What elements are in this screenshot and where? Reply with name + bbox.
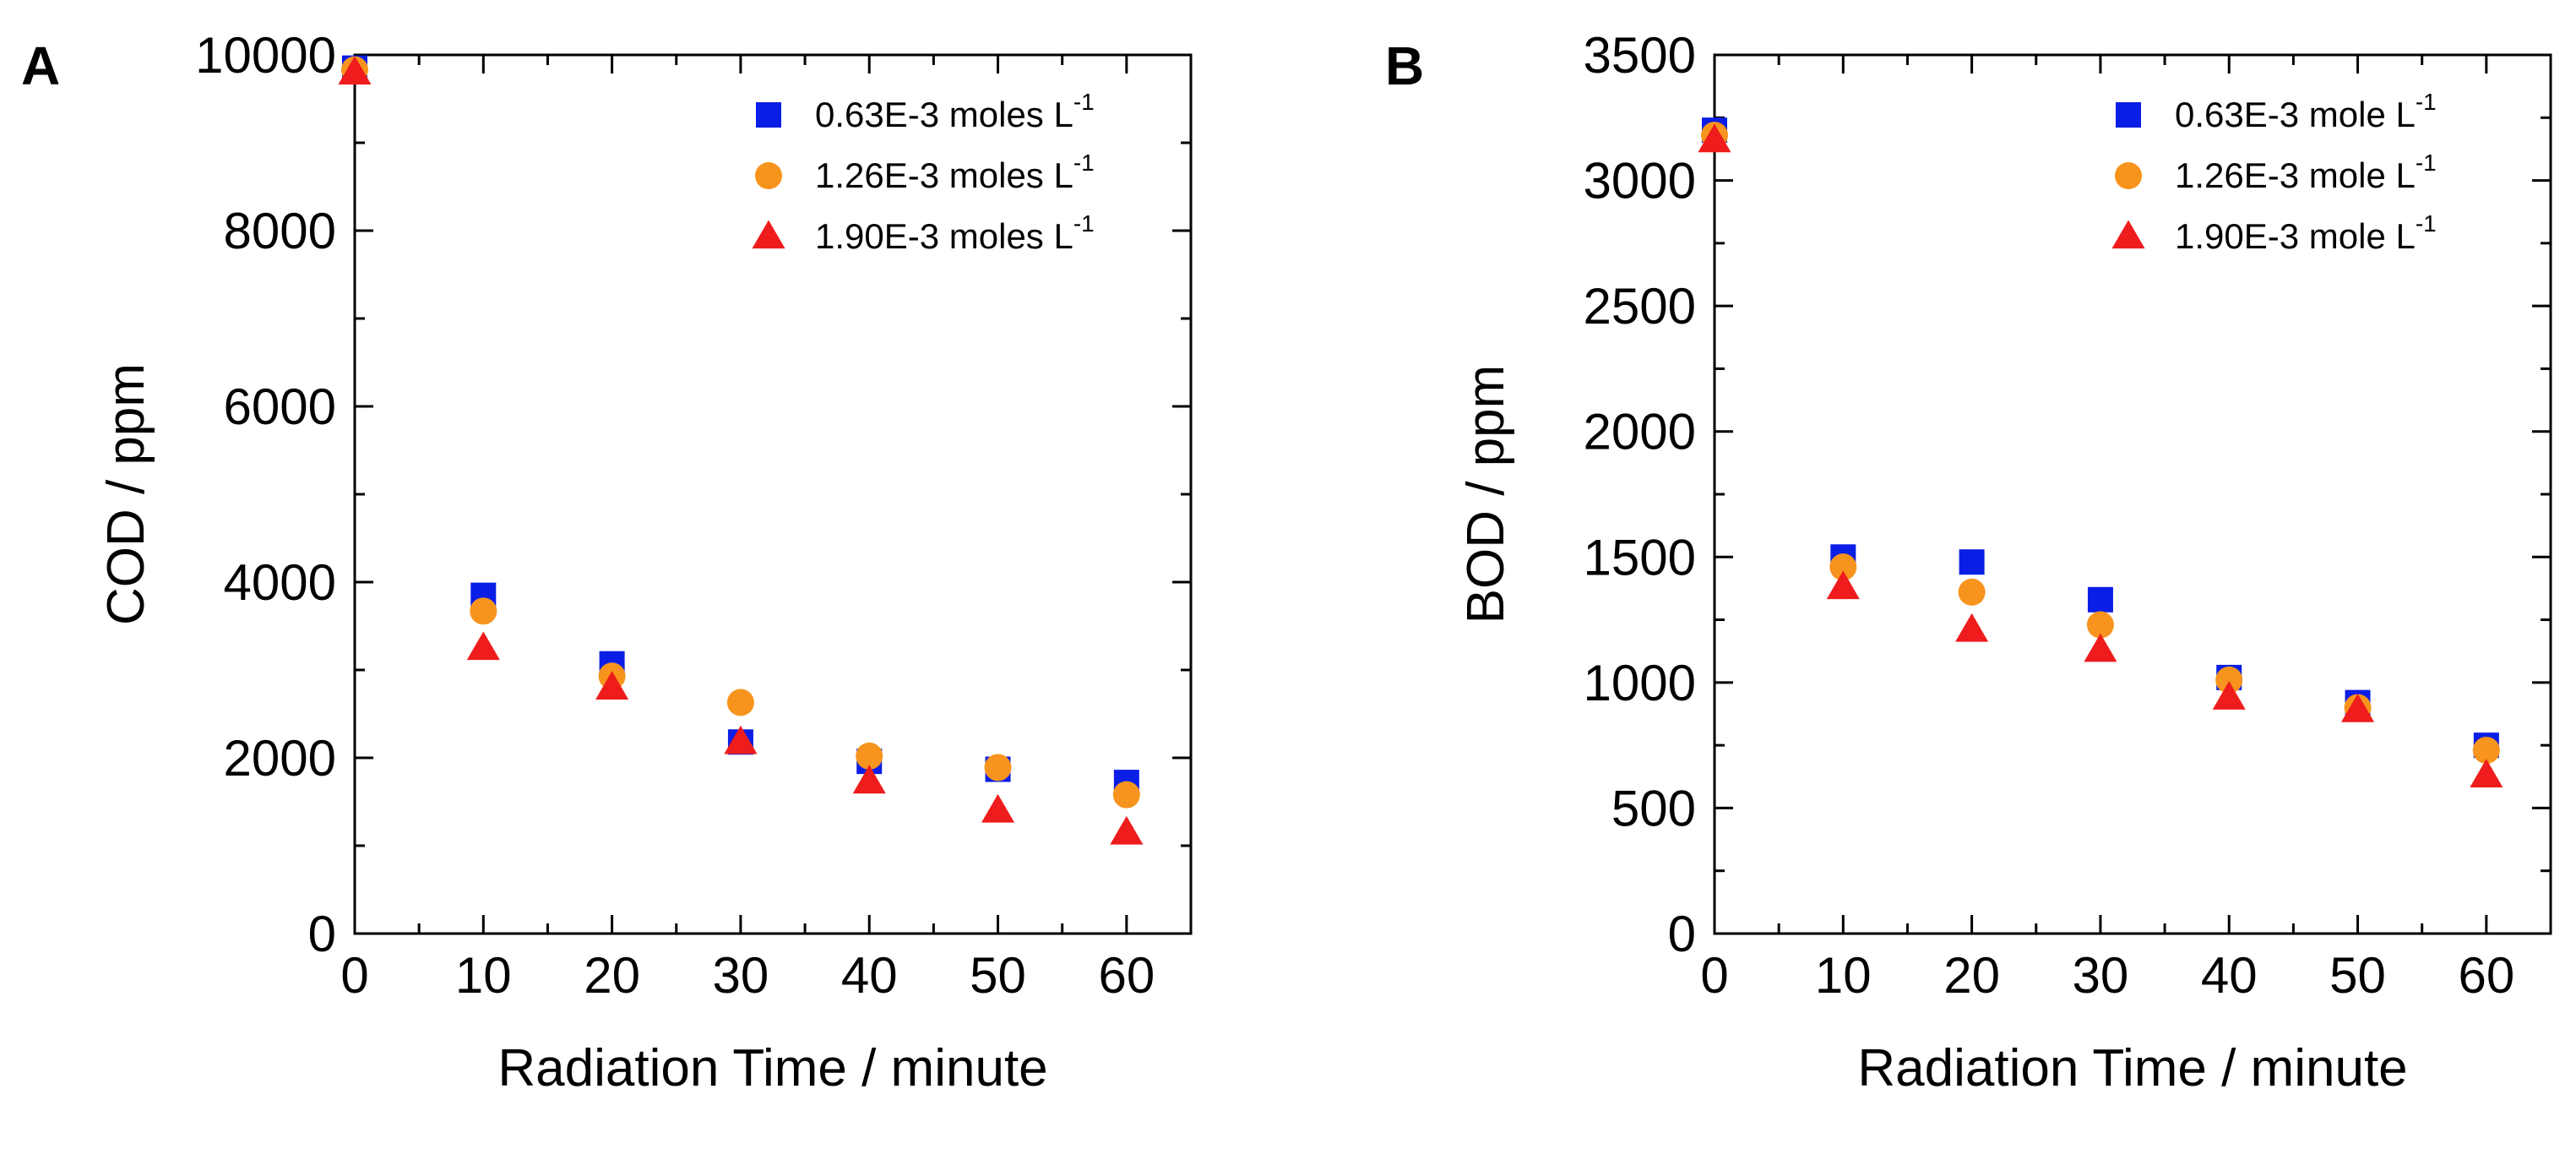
x-tick-label: 10 — [1815, 947, 1872, 1004]
legend-label: 0.63E-3 mole L-1 — [2175, 89, 2437, 134]
panel-label: B — [1385, 35, 1424, 96]
y-tick-label: 1500 — [1584, 529, 1696, 585]
data-point — [2472, 737, 2500, 765]
y-tick-label: 2000 — [1584, 404, 1696, 460]
legend-label-text: 0.63E-3 moles L — [815, 95, 1073, 134]
legend-label-text: 1.26E-3 mole L — [2175, 155, 2416, 195]
legend-label-superscript: -1 — [1073, 150, 1095, 176]
legend-marker — [756, 102, 781, 128]
legend-marker — [2115, 162, 2142, 189]
legend-marker — [2111, 220, 2145, 249]
legend-marker — [2116, 102, 2141, 128]
data-point — [466, 631, 500, 661]
x-tick-label: 50 — [970, 947, 1026, 1004]
data-point — [2087, 586, 2113, 613]
y-tick-label: 0 — [308, 906, 336, 962]
x-axis-title: Radiation Time / minute — [497, 1039, 1047, 1097]
data-point — [852, 765, 886, 794]
data-point — [2212, 681, 2246, 710]
x-tick-label: 40 — [2201, 947, 2258, 1004]
data-point — [2084, 633, 2117, 662]
data-point — [595, 671, 629, 700]
data-point — [1110, 815, 1144, 845]
x-tick-label: 0 — [340, 947, 368, 1004]
x-tick-label: 60 — [1098, 947, 1155, 1004]
data-point — [1829, 553, 1857, 581]
legend-entry: 0.63E-3 mole L-1 — [2116, 89, 2437, 134]
x-tick-label: 30 — [2073, 947, 2129, 1004]
legend-entry: 1.26E-3 moles L-1 — [755, 150, 1095, 195]
series-3 — [338, 56, 1144, 845]
y-tick-label: 2000 — [224, 730, 336, 787]
x-tick-label: 60 — [2458, 947, 2514, 1004]
series-1 — [1702, 117, 2499, 759]
legend-label-superscript: -1 — [2416, 150, 2437, 176]
x-tick-label: 40 — [841, 947, 898, 1004]
series-3 — [1698, 123, 2503, 787]
data-point — [856, 742, 883, 770]
legend-entry: 1.26E-3 mole L-1 — [2115, 150, 2437, 195]
panel-a: A 0 10 20 30 40 50 60 0 2000 4000 6000 8000 10000 Radi… — [21, 27, 1193, 1097]
data-point — [2086, 611, 2114, 639]
y-tick-label: 3500 — [1584, 27, 1696, 84]
legend-label-superscript: -1 — [2416, 210, 2437, 237]
y-tick-label: 10000 — [195, 27, 336, 84]
legend-marker — [752, 220, 785, 249]
x-tick-label: 50 — [2329, 947, 2386, 1004]
legend-marker — [755, 162, 782, 189]
y-tick-label: 3000 — [1584, 153, 1696, 210]
x-tick-label: 20 — [1943, 947, 2000, 1004]
legend-label: 1.90E-3 moles L-1 — [815, 210, 1095, 256]
data-point — [1112, 781, 1140, 809]
legend-entry: 1.90E-3 moles L-1 — [752, 210, 1095, 256]
panel-b: B 0 10 20 30 40 50 60 0 500 1000 1500 2000 2500 3000 35… — [1385, 27, 2552, 1097]
legend-label-text: 1.90E-3 mole L — [2175, 216, 2416, 256]
y-axis-title: BOD / ppm — [1457, 365, 1515, 624]
y-tick-label: 8000 — [224, 203, 336, 259]
data-point — [338, 56, 372, 84]
legend-label-text: 1.26E-3 moles L — [815, 155, 1073, 195]
y-tick-label: 1000 — [1584, 655, 1696, 711]
data-point — [470, 597, 497, 625]
data-point — [2215, 666, 2243, 694]
x-tick-label: 0 — [1700, 947, 1728, 1004]
x-tick-label: 10 — [455, 947, 512, 1004]
legend-label-superscript: -1 — [1073, 89, 1095, 115]
legend-label-superscript: -1 — [1073, 210, 1095, 237]
legend-label: 0.63E-3 moles L-1 — [815, 89, 1095, 134]
legend-label-text: 0.63E-3 mole L — [2175, 95, 2416, 134]
data-point — [1959, 549, 1985, 575]
data-point — [724, 725, 758, 754]
legend-label: 1.90E-3 mole L-1 — [2175, 210, 2437, 256]
x-tick-label: 30 — [713, 947, 769, 1004]
x-tick-label: 20 — [584, 947, 640, 1004]
data-point — [726, 689, 754, 716]
y-axis-title: COD / ppm — [97, 363, 155, 625]
panel-label: A — [21, 35, 60, 96]
y-tick-label: 0 — [1668, 906, 1696, 962]
legend-label-superscript: -1 — [2416, 89, 2437, 115]
data-point — [981, 793, 1015, 823]
legend-label-text: 1.90E-3 moles L — [815, 216, 1073, 256]
y-tick-label: 500 — [1611, 780, 1696, 836]
data-point — [1826, 570, 1860, 600]
data-point — [1698, 123, 1731, 153]
legend-entry: 1.90E-3 mole L-1 — [2111, 210, 2437, 256]
data-point — [2470, 759, 2503, 787]
legend-label: 1.26E-3 mole L-1 — [2175, 150, 2437, 195]
y-tick-label: 4000 — [224, 554, 336, 611]
y-tick-label: 2500 — [1584, 278, 1696, 335]
data-point — [1955, 613, 1989, 642]
data-point — [1958, 578, 1986, 606]
x-axis-title: Radiation Time / minute — [1857, 1039, 2407, 1097]
data-point — [2341, 694, 2375, 722]
y-tick-label: 6000 — [224, 378, 336, 435]
legend-entry: 0.63E-3 moles L-1 — [756, 89, 1095, 134]
data-point — [984, 754, 1012, 781]
legend-label: 1.26E-3 moles L-1 — [815, 150, 1095, 195]
